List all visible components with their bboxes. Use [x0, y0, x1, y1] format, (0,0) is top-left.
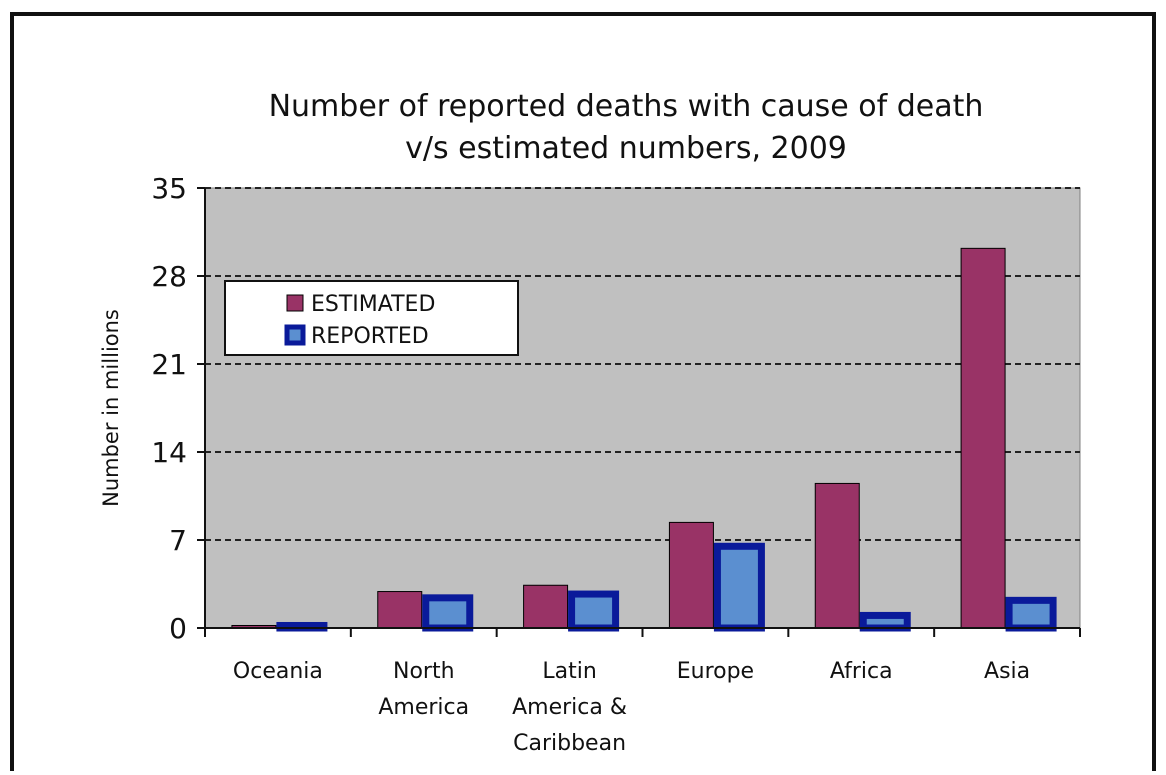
y-tick-label: 14 — [151, 436, 187, 469]
gridlines — [205, 187, 1080, 541]
x-category-labels: Oceania North America Latin America & Caribbe… — [233, 659, 1030, 756]
axes — [197, 187, 1081, 637]
x-category-label: Europe — [677, 659, 754, 684]
legend-box — [224, 280, 519, 356]
x-category-label: Oceania — [233, 659, 323, 684]
y-tick-label: 21 — [151, 348, 187, 381]
legend-swatch — [286, 294, 304, 312]
bar-reported-5 — [1005, 596, 1057, 632]
plot-area — [204, 187, 1081, 629]
legend-label: ESTIMATED — [311, 292, 435, 317]
bar-estimated-1 — [377, 591, 423, 629]
x-category-label: Asia — [984, 659, 1030, 684]
bar-estimated-5 — [960, 247, 1006, 629]
bar-reported-1 — [422, 594, 474, 632]
bar-reported-4 — [859, 611, 911, 632]
y-tick-label: 35 — [151, 172, 187, 205]
legend-swatch — [284, 324, 306, 346]
bar-reported-2 — [568, 590, 620, 632]
x-category-label: North America — [378, 659, 469, 720]
legend: ESTIMATED REPORTED — [224, 280, 519, 356]
bar-reported-3 — [713, 542, 765, 632]
x-category-label: Africa — [830, 659, 893, 684]
bar-estimated-2 — [523, 584, 569, 629]
y-tick-label: 7 — [169, 524, 187, 557]
bars — [231, 247, 1057, 632]
y-axis-label: Number in millions — [99, 309, 123, 507]
y-tick-labels: 0 7 14 21 28 35 — [151, 172, 187, 645]
chart-title-line: Number of reported deaths with cause of … — [269, 89, 984, 124]
y-tick-label: 28 — [151, 260, 187, 293]
x-category-label: Latin America & Caribbean — [512, 659, 627, 756]
chart-title: Number of reported deaths with cause of … — [269, 89, 984, 166]
bar-estimated-4 — [814, 482, 860, 629]
y-tick-label: 0 — [169, 612, 187, 645]
chart-title-line: v/s estimated numbers, 2009 — [405, 131, 847, 166]
bar-estimated-3 — [668, 521, 714, 629]
chart: Number of reported deaths with cause of … — [99, 89, 1081, 756]
legend-label: REPORTED — [311, 324, 429, 349]
chart-frame: Number of reported deaths with cause of … — [10, 12, 1156, 771]
